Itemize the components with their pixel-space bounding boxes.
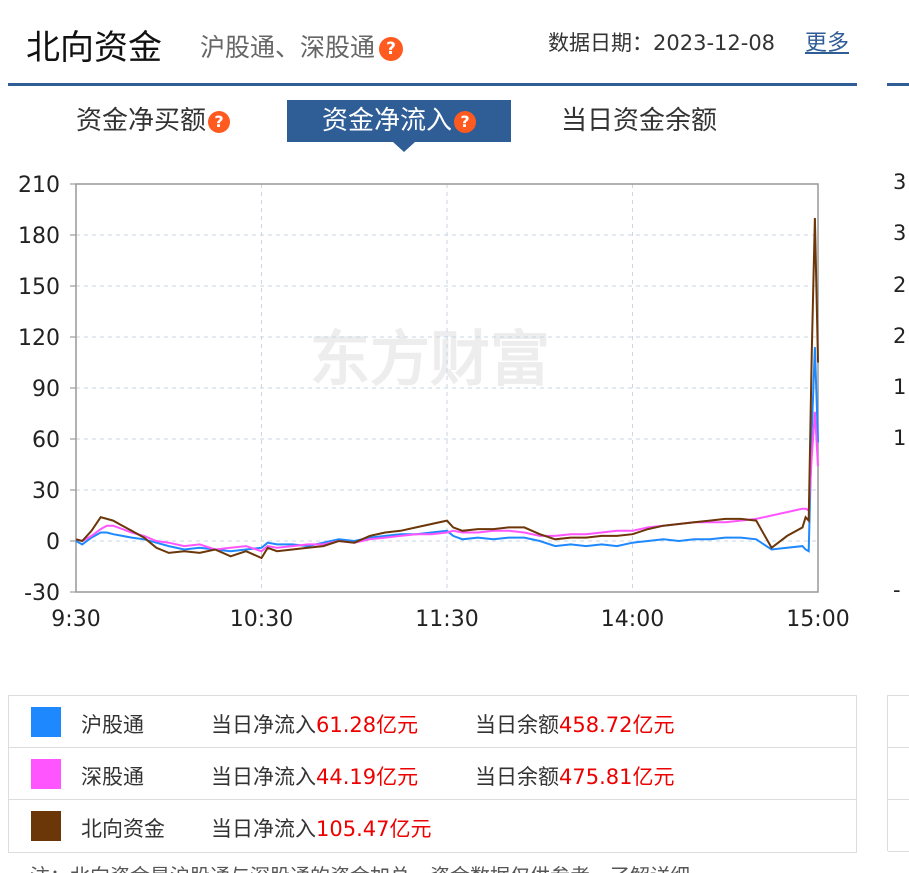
balance-value: 458.72亿元 (559, 713, 675, 737)
panel-header: 北向资金 沪股通、深股通? 数据日期：2023-12-08 更多 (8, 0, 857, 86)
page-subtitle: 沪股通、深股通? (200, 28, 404, 64)
y-tick-label: 120 (18, 326, 60, 351)
series-line-2 (75, 217, 819, 560)
legend-name: 北向资金 (81, 817, 165, 841)
watermark-logo: 东方财富 (310, 325, 550, 395)
legend-inflow: 当日净流入105.47亿元 (211, 813, 431, 843)
tab-net-inflow[interactable]: 资金净流入? (287, 100, 511, 152)
y-tick-label: 60 (32, 428, 60, 453)
legend-table: 沪股通 当日净流入61.28亿元 当日余额458.72亿元 深股通 当日净流入4… (8, 695, 857, 853)
data-date: 数据日期：2023-12-08 (548, 31, 776, 55)
inflow-value: 61.28亿元 (316, 713, 419, 737)
x-tick-label: 10:30 (230, 607, 293, 632)
balance-value: 475.81亿元 (559, 765, 675, 789)
inflow-label: 当日净流入 (211, 713, 316, 737)
tab-net-inflow-label: 资金净流入 (321, 106, 452, 136)
balance-label: 当日余额 (475, 713, 559, 737)
tab-daily-balance-label: 当日资金余额 (561, 106, 718, 136)
legend-inflow: 当日净流入44.19亿元 (211, 761, 418, 791)
x-tick-label: 11:30 (415, 607, 478, 632)
legend-inflow: 当日净流入61.28亿元 (211, 709, 418, 739)
legend-balance: 当日余额458.72亿元 (475, 709, 674, 739)
right-axis-label: 1 (893, 426, 907, 450)
x-tick-label: 15:00 (786, 607, 849, 632)
legend-name: 沪股通 (81, 713, 144, 737)
right-axis-label: 3 (893, 170, 907, 194)
legend-balance: 当日余额475.81亿元 (475, 761, 674, 791)
y-tick-label: 30 (32, 479, 60, 504)
net-inflow-chart: 东方财富 -30 0 30 60 90 120 150 180 210 9:30 10:30 11:30… (18, 173, 850, 632)
right-axis-label: - (893, 578, 901, 602)
tab-net-buy-label: 资金净买额 (76, 106, 207, 136)
right-panel-header (887, 0, 909, 86)
tab-net-buy[interactable]: 资金净买额? (76, 100, 231, 142)
y-tick-label: 210 (18, 173, 60, 198)
inflow-value: 105.47亿元 (316, 817, 432, 841)
x-tick-label: 14:00 (601, 607, 664, 632)
help-icon[interactable]: ? (208, 110, 231, 133)
right-axis-label: 2 (893, 324, 907, 348)
legend-swatch-north (31, 811, 61, 841)
legend-swatch-sh (31, 707, 61, 737)
right-axis-label: 2 (893, 273, 907, 297)
tab-bar: 资金净买额? 资金净流入? 当日资金余额 (0, 100, 860, 160)
help-icon[interactable]: ? (454, 110, 476, 133)
help-icon[interactable]: ? (379, 37, 404, 61)
footnote: 注：北向资金是沪股通与深股通的资金加总，资金数据仅供参考。了解详细 (30, 860, 690, 873)
legend-name: 深股通 (81, 765, 144, 789)
legend-row-north: 北向资金 当日净流入105.47亿元 (9, 800, 856, 852)
page-title: 北向资金 (26, 28, 162, 68)
right-axis-label: 1 (893, 375, 907, 399)
right-panel-table (887, 695, 909, 852)
legend-swatch-sz (31, 759, 61, 789)
series-line-1 (75, 411, 819, 553)
tab-daily-balance[interactable]: 当日资金余额 (561, 100, 717, 142)
y-tick-label: 180 (18, 224, 60, 249)
subtitle-text: 沪股通、深股通 (200, 33, 376, 62)
y-tick-label: 0 (46, 530, 60, 555)
y-tick-label: -30 (24, 581, 60, 606)
more-link[interactable]: 更多 (805, 31, 850, 56)
y-tick-label: 150 (18, 275, 60, 300)
inflow-label: 当日净流入 (211, 765, 316, 789)
right-axis-label: 3 (893, 221, 907, 245)
legend-row-sh: 沪股通 当日净流入61.28亿元 当日余额458.72亿元 (9, 696, 856, 748)
legend-row-sz: 深股通 当日净流入44.19亿元 当日余额475.81亿元 (9, 748, 856, 800)
balance-label: 当日余额 (475, 765, 559, 789)
x-tick-label: 9:30 (51, 607, 100, 632)
inflow-label: 当日净流入 (211, 817, 316, 841)
series-line-0 (75, 347, 819, 553)
plot-area (75, 183, 819, 593)
y-tick-label: 90 (32, 377, 60, 402)
inflow-value: 44.19亿元 (316, 765, 419, 789)
